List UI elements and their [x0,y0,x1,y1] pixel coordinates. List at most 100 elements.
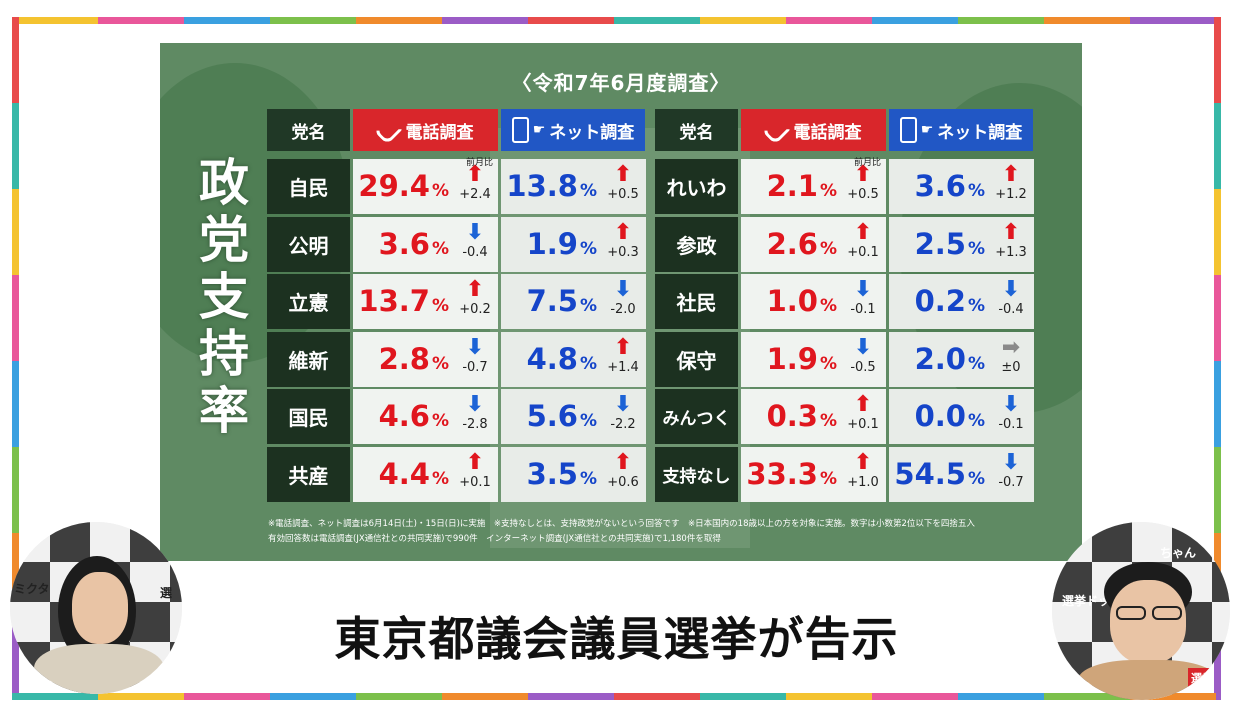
phone-percentage: 1.9% [741,342,837,381]
phone-change: ⬆ +0.1 [841,221,885,261]
vertical-title: 政 党 支 持 率 [194,155,254,440]
arrow-down-icon: ⬇ [989,393,1033,417]
percent-sign: % [580,411,597,431]
frame-segment [12,17,98,24]
phone-number: 1.0 [767,284,818,318]
table-row: 保守 1.9% ⬇ -0.5 2.0% ➡ ±0 [655,332,1033,387]
net-number: 13.8 [506,169,578,203]
frame-segment [528,17,614,24]
net-change-value: -2.0 [601,302,645,318]
party-name: れいわ [655,159,738,214]
arrow-flat-icon: ➡ [989,336,1033,360]
net-change: ⬆ +1.4 [601,336,645,376]
phone-change-value: +0.1 [841,245,885,261]
net-value-cell: 7.5% ⬇ -2.0 [501,274,646,329]
phone-number: 4.6 [379,399,430,433]
percent-sign: % [968,354,985,374]
table-row: 立憲 13.7% ⬆ +0.2 7.5% ⬇ -2.0 [267,274,645,329]
table-row: みんつく 0.3% ⬆ +0.1 0.0% ⬇ -0.1 [655,389,1033,444]
percent-sign: % [820,469,837,489]
table-row: れいわ 2.1% ⬆ +0.5 3.6% ⬆ +1.2 [655,159,1033,214]
net-number: 3.6 [915,169,966,203]
party-name: 自民 [267,159,350,214]
header-phone-label: 電話調査 [406,118,474,143]
table-row: 公明 3.6% ⬇ -0.4 1.9% ⬆ +0.3 [267,217,645,272]
phone-value-cell: 2.6% ⬆ +0.1 [741,217,886,272]
phone-icon [373,115,403,145]
frame-segment [1214,447,1221,533]
footnote: ※電話調査、ネット調査は6月14日(土)・15日(日)に実施 ※支持なしとは、支… [268,517,975,529]
arrow-up-icon: ⬆ [989,221,1033,245]
title-char: 率 [194,383,254,440]
phone-change: ⬆ +2.4 [453,163,497,203]
pointer-icon: ☛ [533,122,546,138]
arrow-up-icon: ⬆ [989,163,1033,187]
arrow-down-icon: ⬇ [841,336,885,360]
phone-change-value: -0.4 [453,245,497,261]
frame-segment [356,693,442,700]
frame-segment [12,361,19,447]
frame-segment [184,17,270,24]
net-change: ⬆ +1.2 [989,163,1033,203]
net-change: ⬇ -0.7 [989,451,1033,491]
party-name: みんつく [655,389,738,444]
header-phone-survey: 電話調査 [741,109,886,151]
arrow-down-icon: ⬇ [453,336,497,360]
net-percentage: 2.0% [889,342,985,381]
net-percentage: 0.2% [889,284,985,323]
percent-sign: % [968,239,985,259]
arrow-down-icon: ⬇ [601,393,645,417]
phone-value-cell: 4.6% ⬇ -2.8 [353,389,498,444]
mom-label: 前月比 [854,155,881,168]
footnote: 有効回答数は電話調査(JX通信社との共同実施)で990件 インターネット調査(J… [268,532,721,544]
frame-segment [442,693,528,700]
phone-value-cell: 13.7% ⬆ +0.2 [353,274,498,329]
net-value-cell: 3.5% ⬆ +0.6 [501,447,646,502]
net-value-cell: 1.9% ⬆ +0.3 [501,217,646,272]
phone-number: 2.1 [767,169,818,203]
header-net-label: ネット調査 [549,118,634,143]
phone-value-cell: 3.6% ⬇ -0.4 [353,217,498,272]
phone-percentage: 33.3% [741,457,837,496]
frame-segment [12,103,19,189]
net-number: 2.5 [915,227,966,261]
net-change-value: -0.7 [989,475,1033,491]
phone-change: ⬆ +1.0 [841,451,885,491]
party-name: 共産 [267,447,350,502]
frame-segment [958,17,1044,24]
phone-value-cell: 33.3% ⬆ +1.0 [741,447,886,502]
phone-percentage: 2.1% [741,169,837,208]
phone-change: ⬇ -0.7 [453,336,497,376]
percent-sign: % [432,181,449,201]
frame-segment [184,693,270,700]
net-percentage: 3.5% [501,457,597,496]
phone-change-value: +0.1 [841,417,885,433]
phone-icon [761,115,791,145]
arrow-down-icon: ⬇ [453,393,497,417]
phone-change: ⬇ -0.5 [841,336,885,376]
phone-value-cell: 1.0% ⬇ -0.1 [741,274,886,329]
title-char: 政 [194,155,254,212]
net-change-value: +0.5 [601,187,645,203]
phone-number: 0.3 [767,399,818,433]
percent-sign: % [580,354,597,374]
net-percentage: 13.8% [501,169,597,208]
net-change-value: +1.3 [989,245,1033,261]
header-phone-label: 電話調査 [794,118,862,143]
phone-number: 4.4 [379,457,430,491]
arrow-up-icon: ⬆ [601,451,645,475]
survey-board: 〈令和7年6月度調査〉 政 党 支 持 率 党名 電話調査 ☛ ネット調査 自民 29.4… [160,43,1082,561]
net-change: ⬆ +1.3 [989,221,1033,261]
percent-sign: % [820,411,837,431]
arrow-down-icon: ⬇ [841,278,885,302]
frame-segment [1214,361,1221,447]
header-net-label: ネット調査 [937,118,1022,143]
net-value-cell: 13.8% ⬆ +0.5 [501,159,646,214]
net-number: 1.9 [527,227,578,261]
phone-number: 1.9 [767,342,818,376]
phone-change: ⬇ -0.4 [453,221,497,261]
party-name: 社民 [655,274,738,329]
net-value-cell: 2.5% ⬆ +1.3 [889,217,1034,272]
frame-segment [12,447,19,533]
phone-change-value: -2.8 [453,417,497,433]
